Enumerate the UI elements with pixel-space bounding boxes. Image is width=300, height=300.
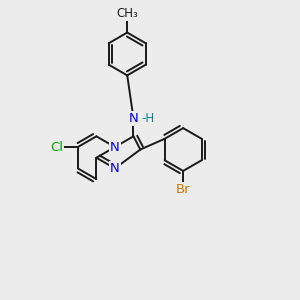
Text: N: N: [110, 162, 120, 175]
Text: Br: Br: [176, 183, 190, 196]
Text: N: N: [129, 112, 138, 124]
Text: Cl: Cl: [50, 140, 63, 154]
Text: CH₃: CH₃: [116, 7, 138, 20]
Text: -H: -H: [141, 112, 154, 124]
Text: N: N: [110, 140, 120, 154]
